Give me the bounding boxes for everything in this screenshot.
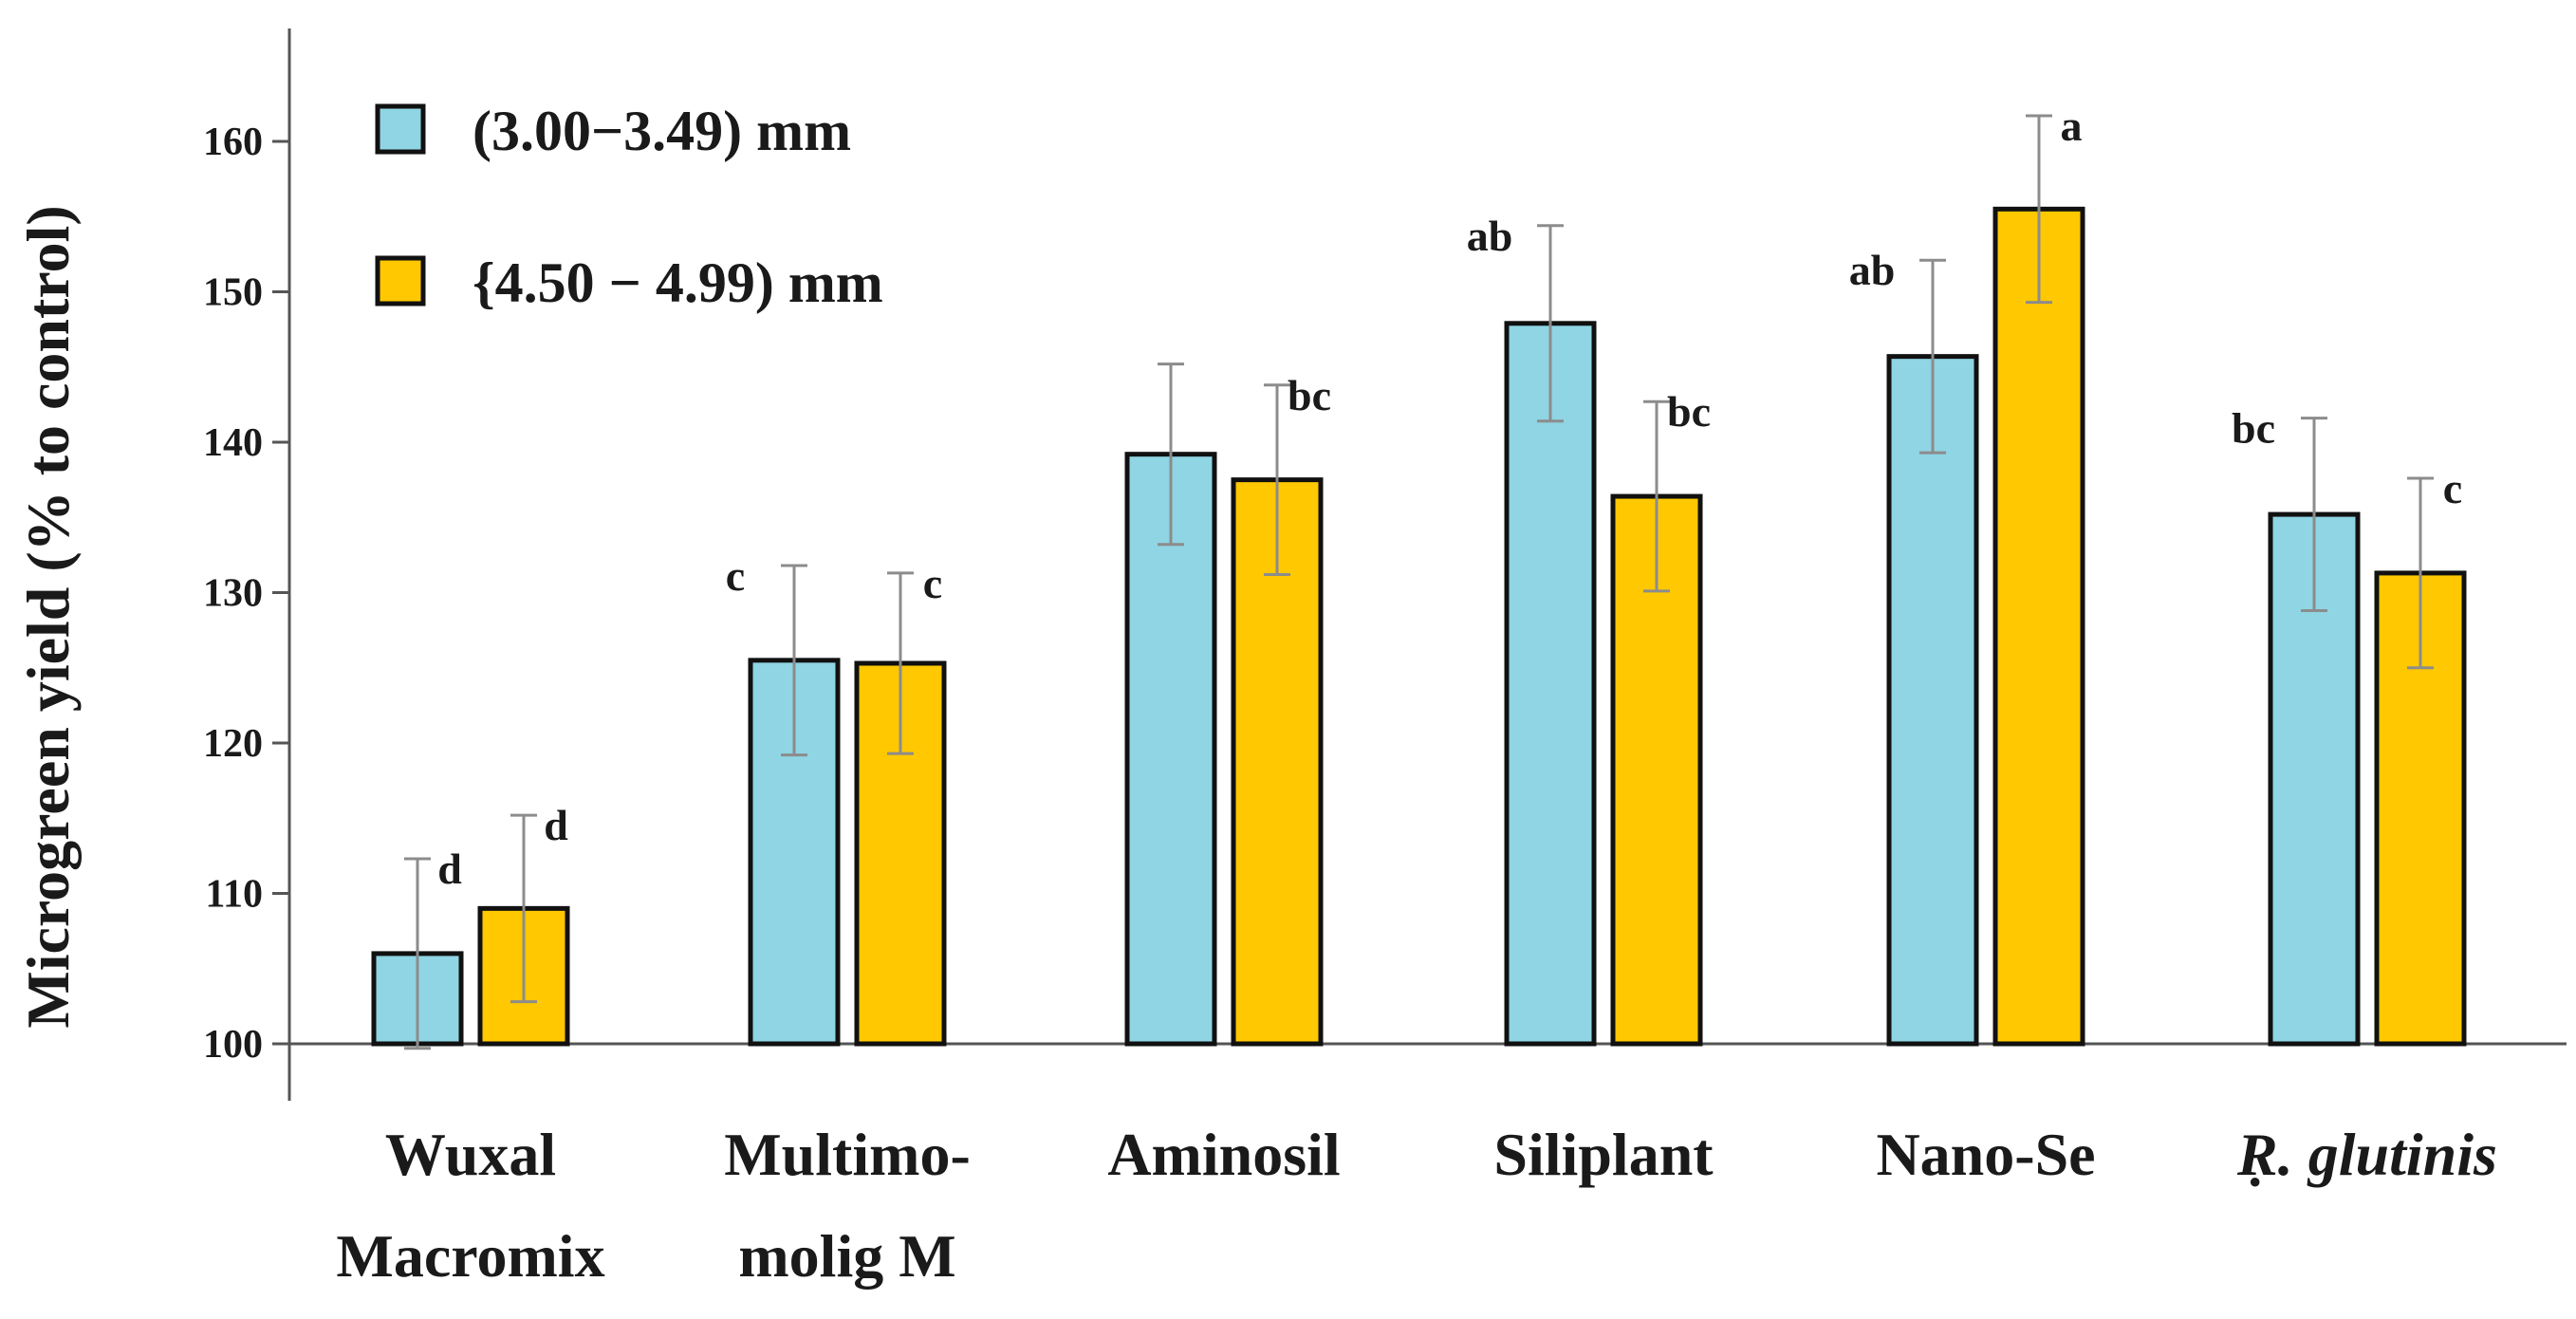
significance-label: ab [1467, 212, 1513, 260]
legend-label: (3.00−3.49) mm [473, 100, 851, 162]
significance-label: bc [1667, 387, 1711, 436]
y-tick-label: 120 [203, 722, 263, 766]
y-tick-label: 110 [205, 873, 263, 917]
bars [371, 206, 2467, 1047]
y-tick-label: 160 [203, 121, 263, 164]
error-bars [404, 114, 2434, 1050]
significance-label: a [2061, 102, 2083, 150]
y-axis-label: Microgreen yield (% to control) [14, 205, 82, 1028]
category-label-line2: Macromix [336, 1222, 604, 1290]
category-label: Siliplant [1493, 1121, 1714, 1188]
significance-label: c [923, 559, 942, 607]
legend-swatch [375, 255, 426, 307]
y-tick-label: 150 [203, 271, 263, 315]
category-label: Multimo- [724, 1121, 971, 1188]
category-label: Ṛ. glutinis [2236, 1121, 2497, 1188]
significance-label: d [544, 801, 568, 849]
legend-label: {4.50 − 4.99) mm [473, 251, 883, 314]
category-label-line2: molig M [738, 1222, 955, 1290]
category-label: Aminosil [1107, 1121, 1340, 1188]
significance-label: bc [2232, 404, 2275, 453]
legend: (3.00−3.49) mm {4.50 − 4.99) mm [375, 100, 883, 314]
axes: 100 110 120 130 140 150 160 [203, 28, 2567, 1101]
significance-label: c [2443, 464, 2462, 512]
bar-series1-4 [1504, 321, 1597, 1047]
significance-label: c [726, 551, 745, 600]
significance-label: d [437, 845, 462, 893]
bar-series1-5 [1886, 354, 1979, 1047]
significance-label: ab [1849, 246, 1896, 294]
significance-labels: d c ab ab bc d c bc bc a c [437, 102, 2462, 893]
y-tick-label: 140 [203, 421, 263, 465]
y-tick-label: 130 [203, 572, 263, 616]
y-tick-label: 100 [203, 1023, 263, 1067]
bar-series2-5 [1992, 206, 2085, 1047]
category-label: Wuxal [385, 1121, 556, 1188]
bar-series1-3 [1124, 452, 1217, 1047]
significance-label: bc [1288, 371, 1331, 419]
category-labels: Wuxal Macromix Multimo-molig M Aminosil Sili… [336, 1121, 2497, 1290]
legend-swatch [375, 103, 426, 155]
category-label: Nano-Se [1876, 1121, 2095, 1188]
